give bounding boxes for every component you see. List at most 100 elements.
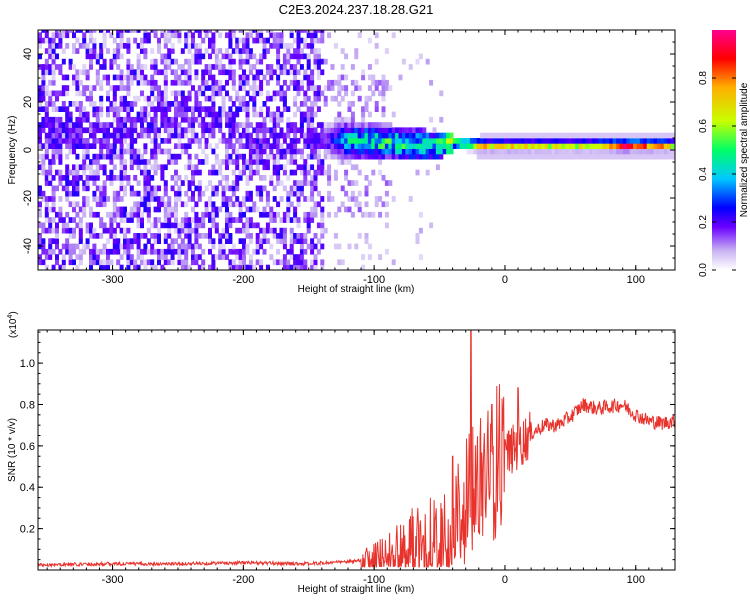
spectrogram-cell: [381, 111, 386, 118]
spectrogram-cell: [119, 122, 124, 128]
spectrogram-cell: [585, 138, 590, 144]
spectrogram-cell: [238, 153, 243, 160]
spectrogram-cell: [72, 122, 76, 128]
spectrogram-cell: [143, 32, 148, 39]
spectrogram-cell: [313, 127, 318, 134]
spectrogram-cell: [109, 259, 114, 266]
spectrogram-cell: [252, 53, 257, 60]
spectrogram-cell: [238, 48, 243, 54]
spectrogram-cell: [72, 169, 76, 176]
spectrogram-cell: [160, 58, 165, 65]
spectrogram-cell: [201, 90, 206, 97]
spectrogram-cell: [412, 138, 417, 144]
spectrogram-cell: [327, 196, 332, 202]
spectrogram-cell: [85, 111, 90, 118]
spectrogram-cell: [153, 30, 158, 33]
spectrogram-cell: [259, 111, 264, 118]
spectrogram-cell: [364, 101, 369, 107]
spectrogram-cell: [293, 48, 298, 54]
spectrogram-cell: [174, 127, 178, 134]
colorbar-tick-label: 0.0: [698, 263, 709, 277]
spectrogram-cell: [197, 116, 202, 123]
spectrogram-cell: [252, 37, 257, 44]
spectrogram-cell: [296, 37, 301, 44]
spectrogram-cell: [48, 196, 53, 202]
spectrogram-cell: [333, 116, 338, 123]
spectrogram-x-ticks: -300 -200 -100 0 100: [46, 30, 676, 286]
spectrogram-cell: [286, 58, 291, 65]
spectrogram-cell: [432, 148, 437, 155]
spectrogram-cell: [463, 143, 468, 149]
spectrogram-cell: [170, 254, 175, 260]
spectrogram-cell: [293, 101, 298, 107]
spectrogram-cell: [262, 175, 267, 181]
spectrogram-cell: [65, 111, 70, 118]
spectrogram-cell: [153, 69, 158, 76]
spectrogram-cell: [517, 143, 522, 149]
spectrogram-cell: [136, 148, 141, 155]
spectrogram-cell: [391, 127, 396, 134]
spectrogram-cell: [282, 227, 287, 234]
spectrogram-cell: [112, 175, 117, 181]
spectrogram-cell: [191, 164, 195, 171]
spectrogram-cell: [95, 233, 100, 239]
spectrogram-cell: [425, 58, 430, 65]
spectrogram-cell: [265, 238, 270, 244]
spectrogram-cell: [44, 169, 49, 176]
spectrogram-cell: [259, 90, 264, 97]
spectrogram-cell: [211, 217, 216, 223]
spectrogram-cell: [157, 90, 161, 97]
spectrogram-cell: [194, 48, 199, 54]
spectrogram-cell: [660, 138, 665, 144]
x-tick-label: -100: [363, 274, 385, 286]
spectrogram-cell: [310, 259, 315, 266]
spectrogram-cell: [92, 180, 97, 186]
spectrogram-cell: [364, 201, 369, 208]
spectrogram-cell: [435, 138, 440, 144]
spectrogram-cell: [65, 222, 70, 229]
spectrogram-cell: [252, 127, 257, 134]
spectrogram-cell: [398, 74, 403, 81]
spectrogram-cell: [92, 138, 97, 144]
spectrogram-cell: [248, 85, 253, 91]
spectrogram-cell: [184, 201, 189, 208]
spectrogram-cell: [347, 206, 352, 213]
spectrogram-cell: [72, 190, 76, 197]
spectrogram-cell: [350, 148, 355, 155]
spectrogram-cell: [136, 238, 141, 244]
spectrogram-cell: [68, 64, 73, 70]
spectrogram-cell: [568, 153, 573, 160]
spectrogram-cell: [296, 164, 301, 171]
spectrogram-cell: [316, 53, 321, 60]
spectrogram-cell: [238, 58, 243, 65]
spectrogram-cell: [265, 90, 270, 97]
spectrogram-cell: [296, 138, 301, 144]
spectrogram-cell: [296, 148, 301, 155]
spectrogram-cell: [293, 111, 298, 118]
spectrogram-cell: [163, 185, 168, 192]
spectrogram-cell: [119, 227, 124, 234]
spectrogram-cell: [310, 153, 315, 160]
spectrogram-cell: [123, 132, 127, 139]
spectrogram-cell: [177, 248, 182, 255]
spectrogram-cell: [313, 169, 318, 176]
spectrogram-cell: [242, 264, 246, 270]
spectrogram-cell: [279, 143, 284, 149]
spectrogram-cell: [136, 254, 141, 260]
spectrogram-cell: [364, 148, 369, 155]
spectrogram-cell: [238, 143, 243, 149]
spectrogram-cell: [95, 74, 100, 81]
spectrogram-cell: [119, 69, 124, 76]
spectrogram-cell: [140, 248, 144, 255]
spectrogram-cell: [99, 185, 104, 192]
spectrogram-cell: [146, 159, 151, 165]
spectrogram-cell: [605, 148, 610, 155]
spectrogram-cell: [245, 190, 250, 197]
spectrogram-cell: [248, 264, 253, 270]
spectrogram-cell: [48, 159, 53, 165]
spectrogram-cell: [442, 143, 447, 149]
spectrogram-cell: [452, 143, 457, 149]
spectrogram-cell: [150, 248, 155, 255]
spectrogram-cell: [238, 175, 243, 181]
spectrogram-cell: [58, 196, 63, 202]
